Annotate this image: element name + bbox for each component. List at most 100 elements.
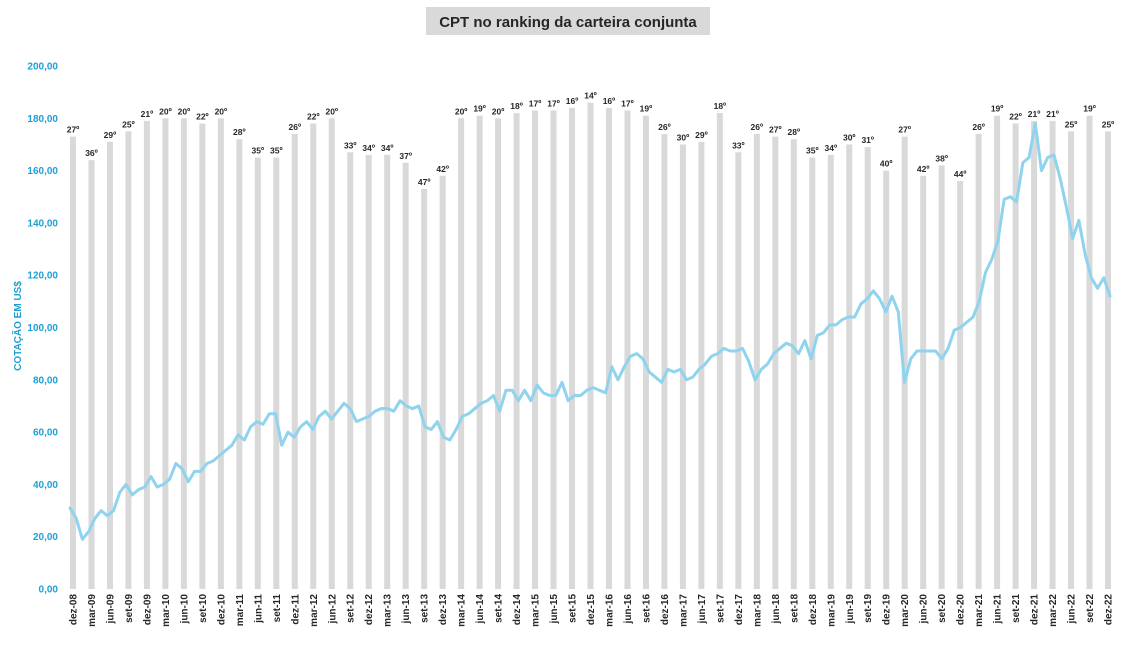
- rank-label: 36º: [85, 148, 98, 158]
- x-tick-label: jun-19: [845, 594, 856, 625]
- ranking-bar: [217, 118, 224, 590]
- ranking-bar: [587, 102, 594, 590]
- rank-label: 14º: [584, 91, 597, 101]
- rank-label: 40º: [880, 159, 893, 169]
- x-tick-label: set-12: [346, 594, 357, 623]
- x-tick-label: mar-15: [531, 594, 542, 627]
- rank-label: 19º: [1083, 104, 1096, 114]
- rank-label: 21º: [1028, 109, 1041, 119]
- rank-label: 16º: [566, 96, 579, 106]
- rank-label: 29º: [695, 130, 708, 140]
- ranking-bar: [125, 131, 132, 589]
- ranking-bar: [421, 188, 428, 589]
- x-tick-label: mar-11: [235, 594, 246, 627]
- y-tick-label: 40,00: [33, 480, 58, 491]
- rank-label: 16º: [603, 96, 616, 106]
- rank-label: 35º: [806, 146, 819, 156]
- ranking-bar: [605, 107, 612, 589]
- x-tick-label: jun-11: [253, 594, 264, 624]
- ranking-bar: [199, 123, 206, 589]
- x-tick-label: dez-20: [956, 594, 967, 626]
- rank-label: 26º: [289, 122, 302, 132]
- x-tick-label: mar-17: [678, 594, 689, 627]
- x-tick-label: mar-14: [457, 594, 468, 627]
- rank-label: 26º: [658, 122, 671, 132]
- x-tick-label: jun-12: [327, 594, 338, 625]
- x-tick-label: set-13: [420, 594, 431, 623]
- rank-label: 20º: [178, 106, 191, 116]
- x-tick-label: set-21: [1011, 594, 1022, 623]
- rank-label: 19º: [473, 104, 486, 114]
- rank-label: 28º: [233, 127, 246, 137]
- rank-label: 21º: [1046, 109, 1059, 119]
- x-tick-label: set-14: [494, 594, 505, 623]
- rank-label: 19º: [991, 104, 1004, 114]
- ranking-bar: [569, 107, 576, 589]
- rank-label: 25º: [1102, 119, 1115, 129]
- rank-label: 20º: [492, 106, 505, 116]
- rank-labels: 27º 36º 29º 25º 21º 20º 20º 22º 20º 28º 35º 35º 26º 2…: [67, 91, 1115, 187]
- x-tick-label: set-16: [641, 594, 652, 623]
- ranking-bar: [661, 133, 668, 590]
- rank-label: 38º: [935, 153, 948, 163]
- rank-label: 35º: [270, 146, 283, 156]
- x-tick-label: jun-15: [549, 594, 560, 625]
- rank-label: 30º: [843, 132, 856, 142]
- rank-label: 27º: [769, 125, 782, 135]
- ranking-bar: [1068, 131, 1075, 589]
- rank-label: 34º: [381, 143, 394, 153]
- rank-label: 22º: [307, 112, 320, 122]
- x-tick-label: jun-22: [1067, 594, 1078, 625]
- rank-label: 20º: [455, 106, 468, 116]
- rank-label: 26º: [972, 122, 985, 132]
- price-line: [68, 122, 1112, 541]
- rank-label: 25º: [1065, 119, 1078, 129]
- ranking-bar: [864, 147, 871, 589]
- x-tick-label: dez-09: [142, 594, 153, 626]
- ranking-bar: [402, 162, 409, 589]
- ranking-bar: [365, 154, 372, 589]
- ranking-bar: [439, 175, 446, 589]
- rank-label: 18º: [510, 101, 523, 111]
- ranking-bar: [809, 157, 816, 589]
- x-tick-label: jun-13: [401, 594, 412, 625]
- rank-label: 27º: [67, 125, 80, 135]
- ranking-bar: [347, 152, 354, 590]
- ranking-bar: [790, 139, 797, 589]
- line-layer: [68, 122, 1112, 541]
- ranking-bar: [532, 110, 539, 589]
- ranking-bar: [310, 123, 317, 589]
- ranking-bar: [384, 154, 391, 589]
- ranking-bar: [624, 110, 631, 589]
- ranking-bar: [994, 115, 1001, 589]
- x-tick-label: jun-16: [623, 594, 634, 625]
- x-tick-label: set-20: [937, 594, 948, 623]
- x-tick-label: set-09: [124, 594, 135, 623]
- ranking-bar: [883, 170, 890, 589]
- x-tick-label: dez-08: [69, 594, 80, 626]
- chart-title: CPT no ranking da carteira conjunta: [439, 14, 697, 31]
- ranking-bar: [772, 136, 779, 590]
- rank-label: 27º: [898, 125, 911, 135]
- x-tick-label: dez-11: [290, 594, 301, 625]
- ranking-bar: [328, 118, 335, 590]
- ranking-bar: [1086, 115, 1093, 589]
- rank-label: 17º: [547, 98, 560, 108]
- y-axis-label: COTAÇÃO EM US$: [11, 281, 24, 371]
- ranking-bar: [753, 133, 760, 590]
- y-tick-label: 160,00: [27, 166, 58, 177]
- y-tick-label: 60,00: [33, 428, 58, 439]
- x-tick-label: jun-14: [475, 594, 486, 625]
- ranking-bar: [291, 133, 298, 590]
- ranking-bar: [642, 115, 649, 589]
- ranking-bar: [495, 118, 502, 590]
- rank-label: 26º: [751, 122, 764, 132]
- rank-label: 44º: [954, 169, 967, 179]
- ranking-bar: [476, 115, 483, 589]
- rank-label: 29º: [104, 130, 117, 140]
- ranking-bar: [938, 165, 945, 589]
- ranking-bar: [1012, 123, 1019, 589]
- x-tick-label: jun-17: [697, 594, 708, 625]
- rank-label: 17º: [621, 98, 634, 108]
